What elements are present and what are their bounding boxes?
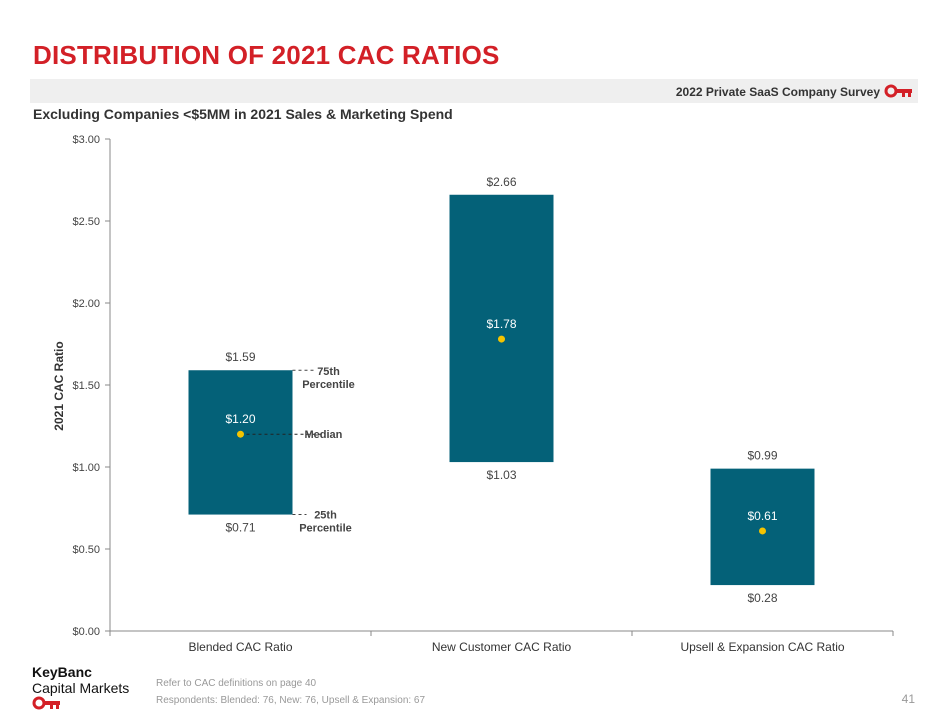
p75-annotation-line1: 75th xyxy=(317,366,340,378)
footer-note-respondents: Respondents: Blended: 76, New: 76, Upsel… xyxy=(156,695,426,706)
brand-key-icon xyxy=(32,696,60,710)
y-tick-label: $0.50 xyxy=(72,544,100,556)
footer-note-definitions: Refer to CAC definitions on page 40 xyxy=(156,678,317,689)
x-axis: Blended CAC Ratio New Customer CAC Ratio U… xyxy=(109,630,894,654)
y-axis-label: 2021 CAC Ratio xyxy=(52,341,66,430)
x-tick-label: Blended CAC Ratio xyxy=(188,640,292,654)
p25-value-label: $0.71 xyxy=(225,521,255,535)
survey-banner: 2022 Private SaaS Company Survey xyxy=(30,79,918,103)
key-logo-icon xyxy=(884,84,912,98)
median-point xyxy=(498,335,505,343)
p75-annotation-line2: Percentile xyxy=(302,379,355,391)
p75-value-label: $2.66 xyxy=(486,175,516,189)
median-value-label: $1.78 xyxy=(486,317,516,331)
p25-value-label: $1.03 xyxy=(486,468,516,482)
y-tick-label: $3.00 xyxy=(72,134,100,146)
y-tick-label: $2.50 xyxy=(72,216,100,228)
y-axis: $0.00 $0.50 $1.00 $1.50 $2.00 $2.50 $3.00 xyxy=(72,134,111,638)
range-bar xyxy=(188,370,293,515)
survey-label: 2022 Private SaaS Company Survey xyxy=(675,85,880,99)
brand-logo: KeyBanc Capital Markets xyxy=(32,664,129,715)
brand-name: KeyBanc xyxy=(32,664,92,680)
median-point xyxy=(759,527,766,535)
chart-subtitle: Excluding Companies <$5MM in 2021 Sales … xyxy=(33,106,453,122)
median-value-label: $1.20 xyxy=(225,412,255,426)
p25-annotation-line2: Percentile xyxy=(299,523,352,535)
x-tick-label: Upsell & Expansion CAC Ratio xyxy=(680,640,844,654)
median-annotation: Median xyxy=(305,429,343,441)
page-title: DISTRIBUTION OF 2021 CAC RATIOS xyxy=(33,40,500,70)
p75-value-label: $1.59 xyxy=(225,350,255,364)
y-tick-label: $2.00 xyxy=(72,298,100,310)
median-point xyxy=(237,430,244,438)
y-tick-label: $1.50 xyxy=(72,380,100,392)
range-bar xyxy=(710,468,815,586)
y-tick-label: $0.00 xyxy=(72,626,100,638)
median-value-label: $0.61 xyxy=(747,509,777,523)
p25-annotation-line1: 25th xyxy=(314,510,337,522)
range-bar xyxy=(449,194,554,463)
y-tick-label: $1.00 xyxy=(72,462,100,474)
x-tick-label: New Customer CAC Ratio xyxy=(432,640,572,654)
range-bars: $1.59 $0.71 $1.20 $2.66 $1.03 $1.78 $0.99 $0.28… xyxy=(188,175,815,605)
brand-subname: Capital Markets xyxy=(32,680,130,696)
p25-value-label: $0.28 xyxy=(747,591,777,605)
page-number: 41 xyxy=(901,692,915,706)
p75-value-label: $0.99 xyxy=(747,449,777,463)
